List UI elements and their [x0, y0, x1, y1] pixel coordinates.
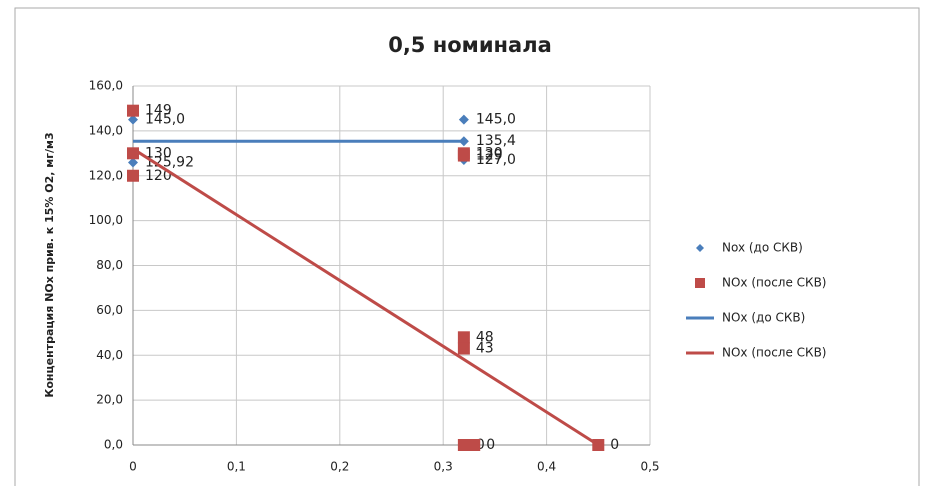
x-tick-label: 0,4 [537, 460, 556, 474]
series-line [132, 147, 600, 447]
y-tick-label: 40,0 [96, 348, 123, 362]
legend-label: NOx (после СКВ) [722, 276, 826, 290]
x-tick-label: 0,1 [227, 460, 246, 474]
data-label: 135,4 [476, 133, 516, 149]
legend-label: Nox (до СКВ) [722, 241, 803, 255]
data-label: 120 [145, 168, 172, 184]
data-point [127, 169, 139, 182]
data-label: 48 [476, 329, 494, 345]
data-point [458, 114, 469, 125]
data-point [127, 104, 139, 117]
data-label: 145,0 [145, 112, 185, 128]
data-label: 129 [476, 148, 503, 164]
y-tick-label: 160,0 [89, 79, 123, 93]
data-label: 130 [476, 145, 503, 161]
x-tick-label: 0,2 [330, 460, 349, 474]
y-tick-label: 0,0 [104, 438, 123, 452]
y-tick-label: 140,0 [89, 123, 123, 137]
y-tick-label: 80,0 [96, 258, 123, 272]
data-point [128, 157, 138, 168]
data-point [457, 149, 470, 162]
legend-label: NOx (до СКВ) [722, 311, 805, 325]
data-label: 43 [476, 341, 494, 357]
data-label: 130 [145, 145, 172, 161]
chart-title: 0,5 номинала [388, 33, 552, 57]
data-point [468, 439, 481, 451]
data-point [128, 114, 138, 125]
y-tick-label: 20,0 [96, 393, 123, 407]
legend-marker [695, 278, 705, 288]
x-tick-label: 0,5 [640, 460, 659, 474]
data-label: 125,92 [145, 154, 194, 170]
data-point [457, 331, 470, 344]
data-point [457, 342, 470, 355]
chart-frame [14, 7, 920, 490]
data-label: 0 [476, 437, 485, 453]
y-tick-label: 60,0 [96, 303, 123, 317]
data-label: 0 [610, 437, 619, 453]
x-tick-label: 0 [129, 460, 137, 474]
y-axis-label: Концентрация NOx прив. к 15% O2, мг/м3 [43, 132, 56, 397]
data-point [457, 439, 470, 451]
y-tick-label: 100,0 [89, 213, 123, 227]
data-label: 127,0 [476, 152, 516, 168]
data-label: 149 [145, 103, 172, 119]
legend-marker [696, 244, 704, 252]
x-tick-label: 0,3 [434, 460, 453, 474]
y-tick-label: 120,0 [89, 168, 123, 182]
legend-label: NOx (после СКВ) [722, 346, 826, 360]
data-label: 145,0 [476, 112, 516, 128]
data-label: 0 [486, 437, 495, 453]
